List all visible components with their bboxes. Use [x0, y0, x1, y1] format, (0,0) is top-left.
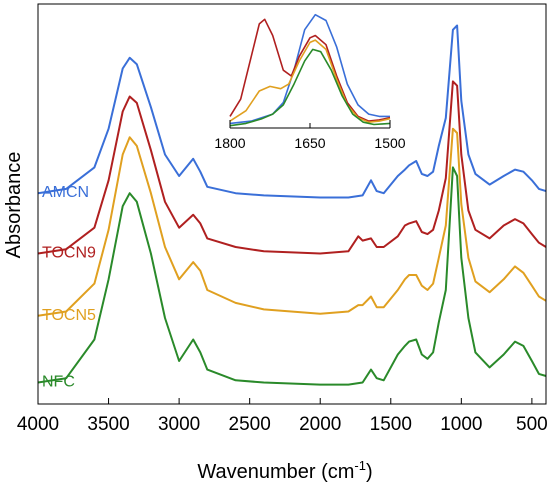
inset-x-tick-label: 1650 [294, 135, 325, 151]
x-axis: 4000 3500 3000 2500 2000 1500 1000 500 [17, 398, 548, 435]
series-label-amcn: AMCN [42, 184, 89, 201]
inset-background [230, 10, 390, 128]
series-line-tocn5 [37, 127, 547, 317]
inset-series-line-nfc [229, 48, 391, 127]
series-label-nfc: NFC [42, 374, 75, 391]
main-series-group [37, 24, 547, 386]
inset-plot: 1800 1650 1500 [214, 10, 406, 151]
x-tick-label: 3000 [158, 414, 200, 435]
inset-series-line-tocn5 [229, 39, 391, 123]
series-line-amcn [37, 24, 547, 199]
x-tick-label: 1500 [370, 414, 412, 435]
series-label-tocn9: TOCN9 [42, 245, 96, 262]
x-tick-label: 4000 [17, 414, 59, 435]
inset-x-tick-label: 1500 [374, 135, 405, 151]
series-labels: AMCN TOCN9 TOCN5 NFC [42, 184, 96, 390]
x-tick-label: 3500 [87, 414, 129, 435]
inset-x-tick-label: 1800 [214, 135, 245, 151]
series-label-tocn5: TOCN5 [42, 307, 96, 324]
x-tick-label: 2000 [299, 414, 341, 435]
x-tick-label: 2500 [229, 414, 271, 435]
x-tick-label: 500 [516, 414, 548, 435]
series-line-nfc [37, 166, 547, 386]
x-tick-label: 1000 [440, 414, 482, 435]
y-axis-label: Absorbance [3, 152, 25, 259]
plot-frame [37, 3, 547, 405]
series-line-tocn9 [37, 80, 547, 255]
inset-series-line-tocn9 [229, 18, 391, 122]
x-axis-label: Wavenumber (cm-1) [197, 458, 372, 483]
